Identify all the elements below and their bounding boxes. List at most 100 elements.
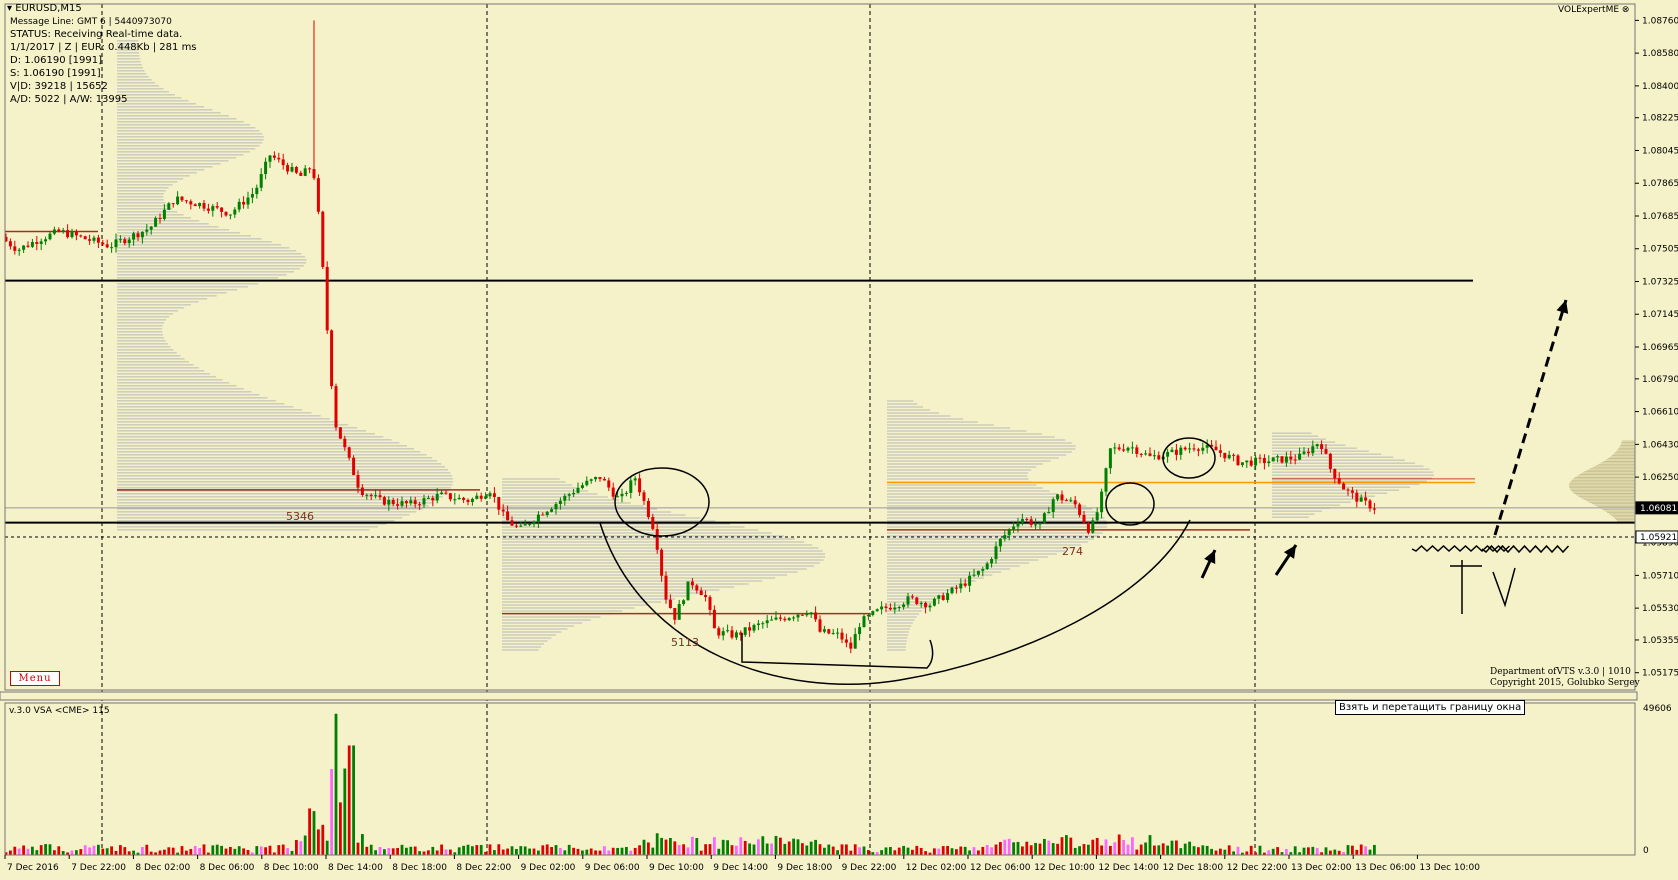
volume-bar — [413, 846, 417, 855]
volume-bar — [827, 844, 831, 855]
volume-bar — [880, 850, 883, 855]
zigzag-annotation — [1411, 544, 1511, 553]
volume-bar — [1223, 849, 1227, 855]
candle — [1144, 450, 1148, 456]
volume-bar — [831, 846, 835, 855]
volume-bar — [792, 838, 795, 855]
marked-price-text: 1.05921 — [1640, 533, 1677, 543]
volume-bar — [374, 850, 377, 855]
candle — [902, 602, 906, 610]
volume-bar — [361, 834, 364, 855]
volume-bar — [255, 846, 259, 855]
indicator-pane-frame — [4, 702, 1636, 856]
volume-bar — [977, 850, 980, 855]
candle — [378, 490, 382, 500]
volume-bar — [215, 844, 219, 855]
candle — [101, 239, 105, 246]
volume-bar — [1139, 844, 1143, 855]
volume-bar — [1016, 841, 1020, 855]
candle — [418, 501, 422, 510]
candle — [708, 595, 712, 616]
volume-bar — [889, 846, 892, 855]
message-line: Message Line: GMT 6 | 5440973070 — [10, 17, 172, 27]
volume-bar — [655, 833, 659, 855]
volume-bar — [1307, 847, 1310, 855]
candle — [726, 624, 730, 633]
candle — [444, 490, 448, 495]
candle — [290, 162, 294, 173]
volume-bar — [1267, 850, 1271, 855]
candle — [462, 496, 466, 503]
volume-bar — [1126, 844, 1130, 855]
candle — [1183, 446, 1187, 451]
candle — [136, 231, 140, 242]
candle — [853, 627, 857, 649]
volume-bar — [1241, 852, 1244, 855]
volume-bar — [717, 848, 721, 855]
volume-bar — [295, 839, 298, 855]
volume-bar — [999, 841, 1002, 855]
volume-bar — [963, 846, 967, 855]
candle — [1091, 517, 1095, 534]
price-tick-label: 1.08225 — [1642, 114, 1678, 124]
volume-bar — [528, 848, 531, 855]
volume-bar — [1214, 850, 1218, 855]
candle — [325, 261, 329, 335]
volume-bar — [1333, 849, 1337, 855]
volume-bar — [625, 846, 628, 855]
candle — [132, 231, 136, 246]
volume-bar — [132, 850, 135, 855]
volume-bar — [1104, 839, 1108, 855]
volume-bar — [211, 845, 215, 855]
volume-bar — [616, 847, 619, 855]
candle — [642, 490, 646, 505]
candle — [1311, 440, 1315, 457]
price-tick-label: 1.06790 — [1642, 375, 1678, 385]
candle — [739, 630, 743, 641]
current-price-text: 1.06081 — [1640, 504, 1677, 514]
volume-bar — [180, 846, 184, 855]
volume-bar — [268, 845, 272, 855]
volume-bar — [1271, 848, 1275, 855]
volume-bar — [330, 769, 333, 855]
volume-bar — [752, 844, 756, 855]
time-tick-label: 8 Dec 22:00 — [456, 863, 511, 873]
volume-bar — [343, 768, 347, 855]
candle — [1328, 452, 1332, 473]
candle — [26, 241, 30, 248]
candle — [941, 592, 945, 601]
candle — [312, 20, 316, 181]
indicator-max-label: 49606 — [1643, 704, 1672, 714]
candle — [1038, 522, 1042, 530]
volume-bar — [352, 745, 355, 855]
candle — [1192, 443, 1196, 452]
volume-bar — [141, 847, 144, 855]
volume-bar — [4, 852, 8, 855]
candle — [431, 495, 435, 507]
volume-bar — [1113, 842, 1117, 855]
candle — [356, 470, 360, 493]
volume-bar — [312, 811, 316, 855]
close-icon[interactable]: ⊗ — [1621, 5, 1630, 15]
candle — [1249, 456, 1253, 467]
menu-button[interactable]: Menu — [10, 671, 60, 686]
volume-bar — [1131, 837, 1134, 855]
candle — [8, 238, 12, 250]
price-tick-label: 1.07685 — [1642, 212, 1678, 222]
volume-bar — [317, 829, 320, 855]
volume-bar — [620, 847, 624, 855]
volume-bar — [427, 850, 430, 855]
volume-bar — [1324, 847, 1328, 855]
candle — [1196, 447, 1200, 457]
candle — [66, 224, 70, 239]
brand-label: VOLExpertME ⊗ — [1558, 5, 1630, 15]
volume-bar — [387, 847, 391, 855]
candle — [1029, 516, 1033, 528]
volume-bar — [1038, 843, 1042, 855]
candle — [677, 599, 681, 620]
dashed-arrow-icon-head — [1556, 300, 1569, 314]
candle — [1289, 450, 1293, 465]
candle — [158, 213, 162, 224]
date-line: 1/1/2017 | Z | EUR: 0.448Kb | 281 ms — [10, 42, 197, 53]
hand-mark-t — [1450, 560, 1482, 614]
